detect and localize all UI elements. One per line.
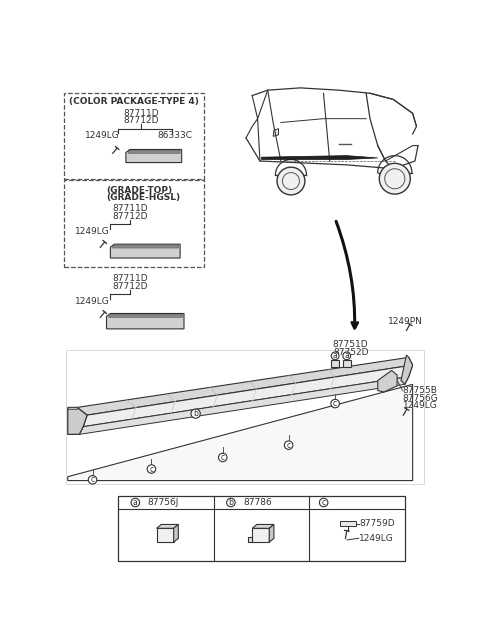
Polygon shape (331, 360, 339, 368)
Polygon shape (126, 149, 181, 163)
Text: 1249LG: 1249LG (75, 298, 110, 307)
Polygon shape (68, 408, 87, 434)
Circle shape (331, 399, 339, 408)
Polygon shape (107, 314, 184, 329)
Text: 1249LG: 1249LG (85, 131, 120, 140)
Text: 87759D: 87759D (360, 519, 395, 528)
Text: 87712D: 87712D (124, 116, 159, 125)
Circle shape (88, 476, 97, 484)
Circle shape (379, 163, 410, 194)
Polygon shape (401, 355, 413, 384)
Bar (64, 180, 204, 267)
Polygon shape (68, 408, 77, 409)
Text: c: c (287, 441, 291, 450)
Circle shape (147, 465, 156, 473)
Polygon shape (83, 365, 413, 427)
Polygon shape (113, 245, 179, 248)
Polygon shape (262, 156, 378, 160)
Text: c: c (91, 475, 95, 484)
Circle shape (191, 409, 200, 418)
Circle shape (331, 352, 339, 360)
Text: a: a (344, 351, 349, 361)
Text: 86333C: 86333C (157, 131, 192, 140)
Text: (GRADE-HGSL): (GRADE-HGSL) (107, 193, 180, 202)
Text: 87711D: 87711D (123, 109, 159, 118)
Bar (66, 350, 424, 485)
Text: 87711D: 87711D (112, 274, 147, 283)
Text: 1249LG: 1249LG (360, 534, 394, 543)
Polygon shape (252, 525, 274, 529)
Circle shape (319, 498, 328, 507)
Polygon shape (378, 370, 397, 392)
Text: c: c (333, 399, 337, 408)
Text: b: b (228, 498, 233, 507)
Polygon shape (110, 244, 180, 258)
Polygon shape (248, 537, 252, 542)
Bar (64, 93, 204, 179)
Polygon shape (343, 360, 350, 368)
Text: 87752D: 87752D (333, 349, 368, 357)
Text: c: c (322, 498, 326, 507)
Polygon shape (156, 529, 174, 542)
Polygon shape (269, 525, 274, 542)
Text: 87712D: 87712D (112, 282, 147, 291)
Circle shape (227, 498, 235, 507)
Text: a: a (333, 351, 337, 361)
Text: 1249PN: 1249PN (388, 317, 423, 326)
Text: 1249LG: 1249LG (75, 226, 110, 235)
Circle shape (284, 441, 293, 450)
Polygon shape (156, 525, 178, 529)
Circle shape (343, 352, 350, 360)
Text: c: c (221, 453, 225, 462)
Text: 87786: 87786 (243, 498, 272, 507)
Polygon shape (109, 314, 182, 317)
Polygon shape (340, 522, 356, 526)
Polygon shape (79, 377, 409, 434)
Polygon shape (174, 525, 178, 542)
Bar (118, 496, 405, 562)
Polygon shape (128, 150, 180, 153)
Text: c: c (149, 464, 154, 474)
Text: a: a (133, 498, 138, 507)
Text: 87711D: 87711D (112, 204, 147, 213)
Text: 1249LG: 1249LG (403, 401, 437, 410)
Text: (GRADE-TOP): (GRADE-TOP) (107, 186, 173, 195)
Circle shape (277, 167, 305, 195)
Text: (COLOR PACKAGE-TYPE 4): (COLOR PACKAGE-TYPE 4) (69, 97, 199, 106)
Text: 87712D: 87712D (112, 212, 147, 221)
Polygon shape (77, 357, 413, 415)
Text: 87751D: 87751D (333, 340, 369, 349)
Polygon shape (273, 128, 278, 136)
Polygon shape (252, 529, 269, 542)
Text: 87755B: 87755B (403, 386, 437, 395)
Circle shape (131, 498, 140, 507)
Polygon shape (68, 384, 413, 481)
Text: b: b (193, 409, 198, 418)
Circle shape (218, 453, 227, 462)
Text: 87756J: 87756J (148, 498, 179, 507)
Text: 87756G: 87756G (403, 394, 438, 403)
